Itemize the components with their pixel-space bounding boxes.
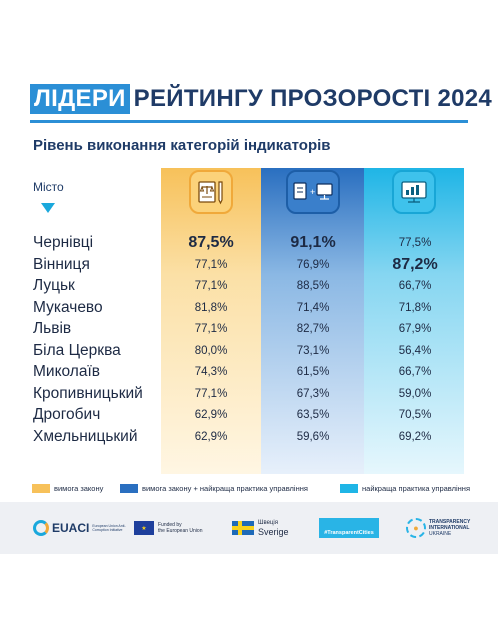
page-title: ЛІДЕРИ РЕЙТИНГУ ПРОЗОРОСТІ 2024 (30, 83, 492, 115)
table-row: Луцьк 77,1% 88,5% 66,7% (33, 275, 473, 297)
value-cell: 67,9% (398, 323, 432, 335)
table-row: Чернівці 87,5% 91,1% 77,5% (33, 232, 473, 254)
value-cell: 88,5% (296, 280, 330, 292)
value-cell: 59,0% (398, 387, 432, 400)
value-cell: 81,8% (194, 301, 228, 314)
table-row: Миколаїв 74,3% 61,5% 66,7% (33, 361, 473, 383)
legend-swatch (340, 483, 358, 493)
value-cell: 82,7% (296, 323, 330, 335)
partner-logos-footer: EUACI European Union Anti-Corruption Ini… (0, 502, 498, 554)
value-cell: 66,7% (398, 280, 432, 292)
transparent-cities-badge: #TransparentCities (319, 518, 379, 538)
sweden-flag-icon (232, 521, 254, 535)
value-cell: 80,0% (194, 344, 228, 357)
legend-item: найкраща практика управління (340, 481, 470, 495)
law-plus-practice-icon: + (286, 170, 340, 214)
value-cell: 71,8% (398, 301, 432, 314)
subtitle: Рівень виконання категорій індикаторів (33, 137, 331, 154)
table-row: Дрогобич 62,9% 63,5% 70,5% (33, 404, 473, 426)
ti-line1: TRANSPARENCY (429, 519, 471, 525)
title-rest: РЕЙТИНГУ ПРОЗОРОСТІ 2024 (133, 85, 493, 112)
city-name: Луцьк (33, 277, 75, 294)
value-cell: 67,3% (296, 387, 330, 400)
value-cell: 62,9% (194, 430, 228, 443)
legend-label: вимога закону + найкраща практика управл… (142, 483, 308, 493)
legend-item: вимога закону + найкраща практика управл… (120, 481, 308, 495)
city-name: Кропивницький (33, 384, 143, 402)
column-law-plus-practice (261, 168, 364, 474)
value-cell: 77,1% (194, 280, 228, 292)
value-cell: 77,5% (398, 237, 432, 249)
sweden-line1: Швеція (258, 520, 278, 526)
value-cell: 63,5% (296, 409, 330, 421)
value-cell: 77,1% (194, 323, 228, 335)
euaci-mark-icon (33, 520, 49, 536)
value-cell: 73,1% (296, 344, 330, 357)
eu-funded-line1: Funded by (158, 522, 182, 528)
svg-text:+: + (310, 187, 315, 197)
value-cell: 87,2% (392, 255, 438, 273)
value-cell: 74,3% (194, 366, 228, 378)
table-row: Львів 77,1% 82,7% 67,9% (33, 318, 473, 340)
transparent-cities-logo: #TransparentCities (319, 512, 379, 544)
ti-line3: UKRAINE (429, 531, 452, 537)
value-cell: 70,5% (398, 409, 432, 421)
city-name: Хмельницький (33, 427, 138, 445)
eu-funded-logo: ★ Funded by the European Union (134, 512, 202, 544)
city-name: Дрогобич (33, 406, 101, 423)
value-cell: 91,1% (290, 234, 336, 251)
value-cell: 77,1% (194, 387, 228, 400)
value-cell: 61,5% (296, 366, 330, 378)
city-name: Біла Церква (33, 341, 121, 359)
sort-down-icon (41, 203, 55, 213)
euaci-brand: EUACI (52, 521, 90, 535)
value-cell: 62,9% (194, 409, 228, 421)
value-cell: 69,2% (398, 430, 432, 443)
sweden-line2: Sverige (258, 527, 289, 537)
city-column-header: Місто (33, 180, 64, 194)
transparency-international-logo: ● TRANSPARENCY INTERNATIONAL UKRAINE (406, 512, 481, 544)
column-best-practice (364, 168, 464, 474)
legend-label: найкраща практика управління (362, 483, 470, 493)
euaci-logo: EUACI European Union Anti-Corruption Ini… (33, 512, 138, 544)
sweden-logo: Швеція Sverige (232, 512, 289, 544)
title-underline (30, 120, 468, 123)
city-name: Чернівці (33, 234, 94, 251)
table-row: Кропивницький 77,1% 67,3% 59,0% (33, 383, 473, 405)
city-name: Вінниця (33, 255, 90, 273)
table-row: Біла Церква 80,0% 73,1% 56,4% (33, 340, 473, 362)
law-document-icon (189, 170, 233, 214)
value-cell: 87,5% (188, 234, 234, 251)
euaci-tagline: European Union Anti-Corruption Initiativ… (92, 524, 126, 532)
eu-flag-icon: ★ (134, 521, 154, 535)
city-name: Миколаїв (33, 363, 101, 380)
table-row: Хмельницький 62,9% 59,6% 69,2% (33, 426, 473, 448)
ti-mark-icon: ● (406, 518, 426, 538)
city-name: Мукачево (33, 298, 103, 316)
value-cell: 66,7% (398, 366, 432, 378)
table-row: Мукачево 81,8% 71,4% 71,8% (33, 297, 473, 319)
title-highlight: ЛІДЕРИ (30, 84, 130, 114)
value-cell: 76,9% (296, 258, 330, 271)
value-cell: 77,1% (194, 258, 228, 271)
legend-swatch (32, 483, 50, 493)
legend-label: вимога закону (54, 483, 104, 493)
table-row: Вінниця 77,1% 76,9% 87,2% (33, 254, 473, 276)
value-cell: 56,4% (398, 344, 432, 357)
legend-item: вимога закону (32, 481, 103, 495)
legend-swatch (120, 483, 138, 493)
ti-line2: INTERNATIONAL (429, 525, 470, 531)
best-practice-monitor-icon (392, 170, 436, 214)
eu-funded-line2: the European Union (158, 528, 203, 534)
column-law (161, 168, 261, 474)
city-name: Львів (33, 320, 72, 337)
value-cell: 59,6% (296, 430, 330, 443)
value-cell: 71,4% (296, 301, 330, 314)
